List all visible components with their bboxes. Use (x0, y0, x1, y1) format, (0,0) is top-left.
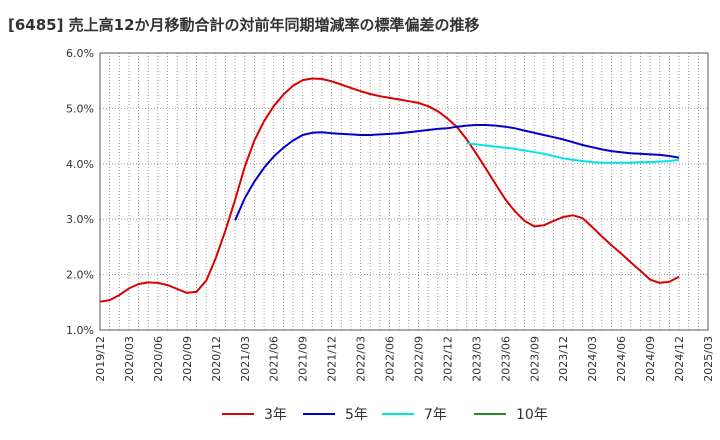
x-tick-label: 2021/03 (239, 336, 252, 382)
plot-area (100, 53, 708, 330)
x-tick-label: 2023/06 (499, 336, 512, 382)
y-tick-label: 6.0% (66, 47, 94, 60)
x-tick-label: 2024/06 (615, 336, 628, 382)
legend-label-3: 7年 (424, 407, 447, 423)
x-tick-label: 2020/03 (123, 336, 136, 382)
y-tick-label: 5.0% (66, 102, 94, 115)
y-tick-label: 3.0% (66, 213, 94, 226)
x-tick-label: 2021/09 (297, 336, 310, 382)
x-tick-label: 2022/03 (355, 336, 368, 382)
x-tick-label: 2022/06 (384, 336, 397, 382)
x-tick-label: 2022/09 (412, 336, 425, 382)
y-tick-label: 2.0% (66, 269, 94, 282)
series-line-3 (466, 142, 680, 164)
x-tick-label: 2025/03 (702, 336, 715, 382)
series-line-1 (99, 77, 680, 303)
x-tick-label: 2024/09 (644, 336, 657, 382)
x-tick-label: 2019/12 (94, 336, 107, 382)
series-line-2 (234, 124, 680, 221)
legend-label-4: 10年 (516, 407, 548, 423)
x-tick-label: 2021/12 (326, 336, 339, 382)
x-tick-label: 2023/09 (528, 336, 541, 382)
x-tick-label: 2023/12 (557, 336, 570, 382)
x-tick-label: 2022/12 (441, 336, 454, 382)
x-tick-label: 2021/06 (268, 336, 281, 382)
x-tick-label: 2023/03 (470, 336, 483, 382)
x-tick-label: 2020/09 (181, 336, 194, 382)
x-tick-label: 2024/03 (586, 336, 599, 382)
x-tick-label: 2024/12 (673, 336, 686, 382)
legend-label-1: 3年 (264, 407, 287, 423)
legend-label-2: 5年 (345, 407, 368, 423)
chart-title: [6485] 売上高12か月移動合計の対前年同期増減率の標準偏差の推移 (8, 16, 480, 34)
x-tick-label: 2020/12 (210, 336, 223, 382)
y-tick-label: 4.0% (66, 158, 94, 171)
x-tick-label: 2020/06 (152, 336, 165, 382)
y-tick-label: 1.0% (66, 324, 94, 337)
plot-border (99, 52, 709, 331)
